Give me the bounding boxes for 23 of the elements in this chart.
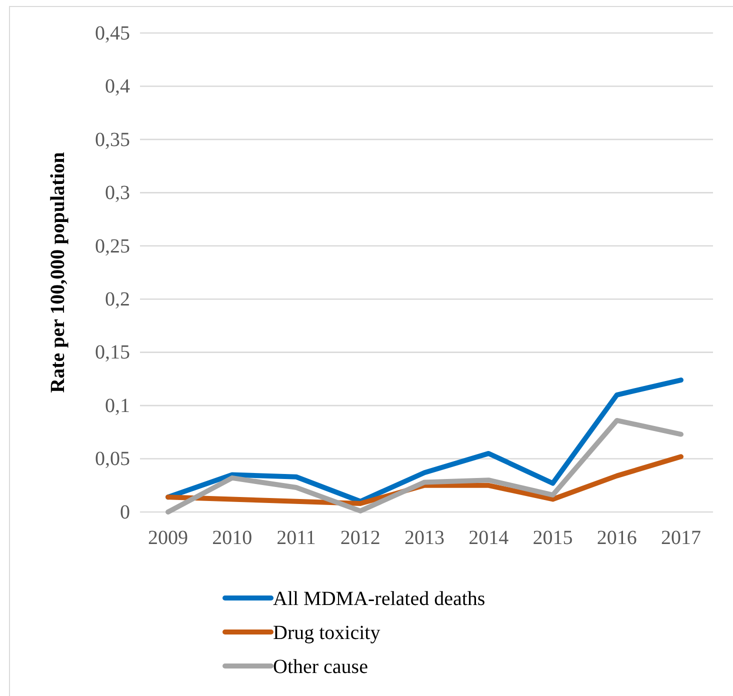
y-tick-label: 0,15: [95, 342, 130, 364]
y-tick-label: 0,05: [95, 448, 130, 470]
x-tick-label: 2013: [404, 527, 444, 550]
y-tick-label: 0,1: [105, 394, 130, 417]
x-tick-label: 2010: [212, 527, 252, 550]
legend-label: All MDMA-related deaths: [273, 588, 486, 610]
x-tick-label: 2015: [532, 527, 573, 550]
y-tick-label: 0,25: [95, 235, 130, 258]
legend-label: Drug toxicity: [273, 622, 380, 644]
y-tick-label: 0,4: [105, 76, 130, 98]
y-tick-label: 0: [120, 501, 130, 524]
x-tick-label: 2014: [468, 527, 509, 550]
x-tick-label: 2012: [340, 527, 380, 550]
x-tick-label: 2017: [661, 527, 701, 550]
y-tick-label: 0,45: [95, 22, 130, 44]
x-tick-label: 2016: [596, 527, 637, 550]
y-tick-label: 0,2: [105, 288, 130, 311]
y-axis-title: Rate per 100,000 population: [47, 152, 69, 393]
y-tick-label: 0,3: [105, 182, 130, 204]
x-tick-label: 2011: [276, 527, 316, 550]
legend-label: Other cause: [273, 656, 368, 678]
y-tick-label: 0,35: [95, 128, 130, 151]
x-tick-label: 2009: [148, 527, 188, 550]
